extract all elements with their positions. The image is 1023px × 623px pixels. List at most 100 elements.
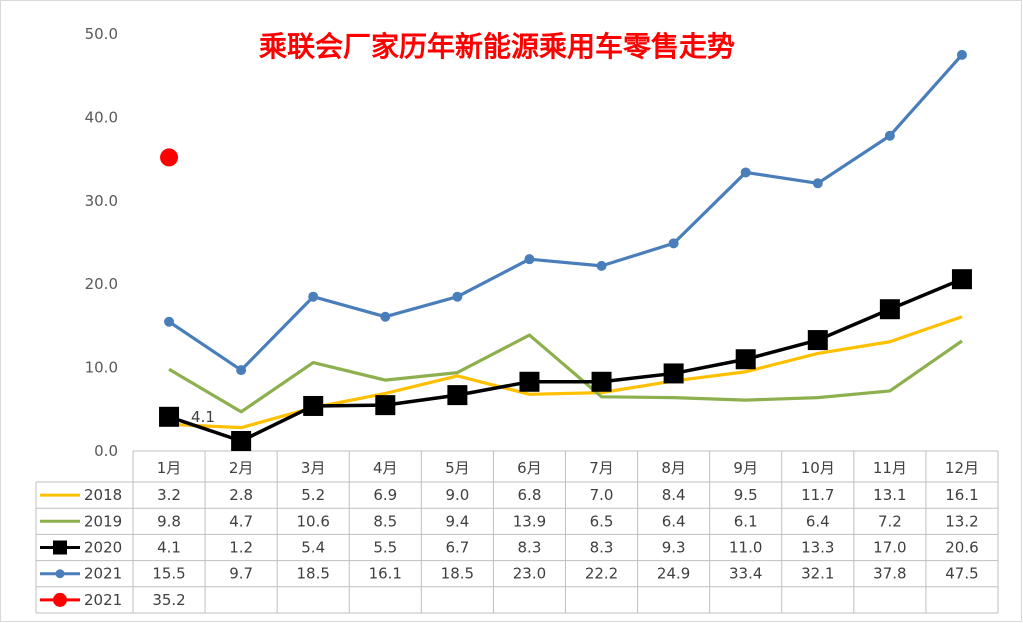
legend-label: 2018 — [84, 486, 122, 504]
table-cell-value: 33.4 — [729, 565, 762, 583]
table-cell-value: 22.2 — [585, 565, 618, 583]
table-cell-value: 11.0 — [729, 539, 762, 557]
table-cell-value: 35.2 — [152, 591, 185, 609]
table-cell-value: 5.2 — [301, 486, 325, 504]
data-point — [879, 299, 900, 320]
table-cell-value: 9.4 — [445, 512, 469, 530]
data-point — [591, 371, 612, 392]
data-label: 4.1 — [191, 408, 215, 426]
x-tick-label: 3月 — [301, 459, 326, 477]
table-cell-value: 1.2 — [229, 539, 253, 557]
table-cell-value: 8.3 — [518, 539, 542, 557]
data-point — [447, 385, 468, 406]
data-point — [159, 406, 180, 427]
series-line — [168, 53, 964, 372]
table-cell-value: 13.2 — [945, 512, 978, 530]
table-cell-value: 18.5 — [441, 565, 474, 583]
table-cell-value: 8.5 — [373, 512, 397, 530]
table-cell-value: 16.1 — [369, 565, 402, 583]
data-point — [308, 291, 319, 302]
x-tick-label: 11月 — [873, 459, 907, 477]
table-cell-value: 6.4 — [662, 512, 686, 530]
x-tick-label: 6月 — [517, 459, 542, 477]
y-tick-label: 0.0 — [94, 442, 118, 460]
table-cell-value: 4.1 — [157, 539, 181, 557]
data-point — [380, 311, 391, 322]
series-line — [168, 333, 963, 414]
x-tick-label: 8月 — [661, 459, 686, 477]
y-tick-label: 20.0 — [85, 275, 118, 293]
table-cell-value: 17.0 — [873, 539, 906, 557]
table-cell-value: 20.6 — [945, 539, 978, 557]
table-cell-value: 2.8 — [229, 486, 253, 504]
x-tick-label: 1月 — [157, 459, 182, 477]
data-point — [236, 365, 247, 376]
table-cell-value: 7.2 — [878, 512, 902, 530]
table-cell-value: 5.5 — [373, 539, 397, 557]
table-cell-value: 16.1 — [945, 486, 978, 504]
data-point — [807, 330, 828, 351]
data-table: 1月 2月 3月 4月 5月 6月 7月 8月 9月 10月 11月 12月 2018 3.2 2.8 5.2… — [35, 450, 999, 614]
data-point — [519, 371, 540, 392]
x-tick-label: 7月 — [589, 459, 614, 477]
data-point — [735, 349, 756, 370]
x-tick-label: 4月 — [373, 459, 398, 477]
plot-area: 4.1 — [159, 49, 972, 451]
x-tick-label: 5月 — [445, 459, 470, 477]
table-cell-value: 6.5 — [590, 512, 614, 530]
data-point — [160, 148, 179, 167]
table-cell-value: 9.7 — [229, 565, 253, 583]
data-point — [956, 49, 967, 60]
data-point — [375, 395, 396, 416]
table-cell-value: 13.3 — [801, 539, 834, 557]
legend-marker — [53, 592, 67, 607]
table-cell-value: 6.7 — [445, 539, 469, 557]
data-point — [452, 291, 463, 302]
data-point — [812, 178, 823, 189]
data-point — [303, 395, 324, 416]
table-cell-value: 13.9 — [513, 512, 546, 530]
table-cell-value: 37.8 — [873, 565, 906, 583]
legend-marker — [55, 569, 65, 579]
table-cell-value: 9.5 — [734, 486, 758, 504]
x-tick-label: 2月 — [229, 459, 254, 477]
table-cell-value: 4.7 — [229, 512, 253, 530]
table-cell-value: 23.0 — [513, 565, 546, 583]
table-cell-value: 18.5 — [297, 565, 330, 583]
y-tick-label: 10.0 — [85, 359, 118, 377]
x-tick-label: 12月 — [945, 459, 979, 477]
data-point — [164, 316, 175, 327]
x-tick-label: 10月 — [801, 459, 835, 477]
table-cell-value: 15.5 — [152, 565, 185, 583]
table-cell-value: 9.0 — [445, 486, 469, 504]
table-cell-value: 9.8 — [157, 512, 181, 530]
legend-label: 2021 — [84, 565, 122, 583]
table-cell-value: 6.1 — [734, 512, 758, 530]
table-cell-value: 5.4 — [301, 539, 325, 557]
table-cell-value: 10.6 — [297, 512, 330, 530]
legend-label: 2020 — [84, 539, 122, 557]
data-point — [663, 363, 684, 384]
legend-label: 2019 — [84, 512, 122, 530]
table-cell-value: 3.2 — [157, 486, 181, 504]
legend-marker — [53, 540, 67, 555]
table-cell-value: 13.1 — [873, 486, 906, 504]
table-cell-value: 24.9 — [657, 565, 690, 583]
table-cell-value: 8.3 — [590, 539, 614, 557]
table-cell-value: 32.1 — [801, 565, 834, 583]
table-cell-value: 11.7 — [801, 486, 834, 504]
chart-title: 乘联会厂家历年新能源乘用车零售走势 — [259, 30, 735, 63]
table-cell-value: 6.8 — [518, 486, 542, 504]
table-cell-value: 47.5 — [945, 565, 978, 583]
x-tick-label: 9月 — [733, 459, 758, 477]
table-cell-value: 6.9 — [373, 486, 397, 504]
data-point — [596, 260, 607, 271]
table-cell-value: 7.0 — [590, 486, 614, 504]
data-point — [668, 238, 679, 249]
y-tick-label: 50.0 — [85, 25, 118, 43]
data-point — [951, 269, 972, 290]
series-line — [168, 277, 963, 443]
data-point — [524, 254, 535, 265]
